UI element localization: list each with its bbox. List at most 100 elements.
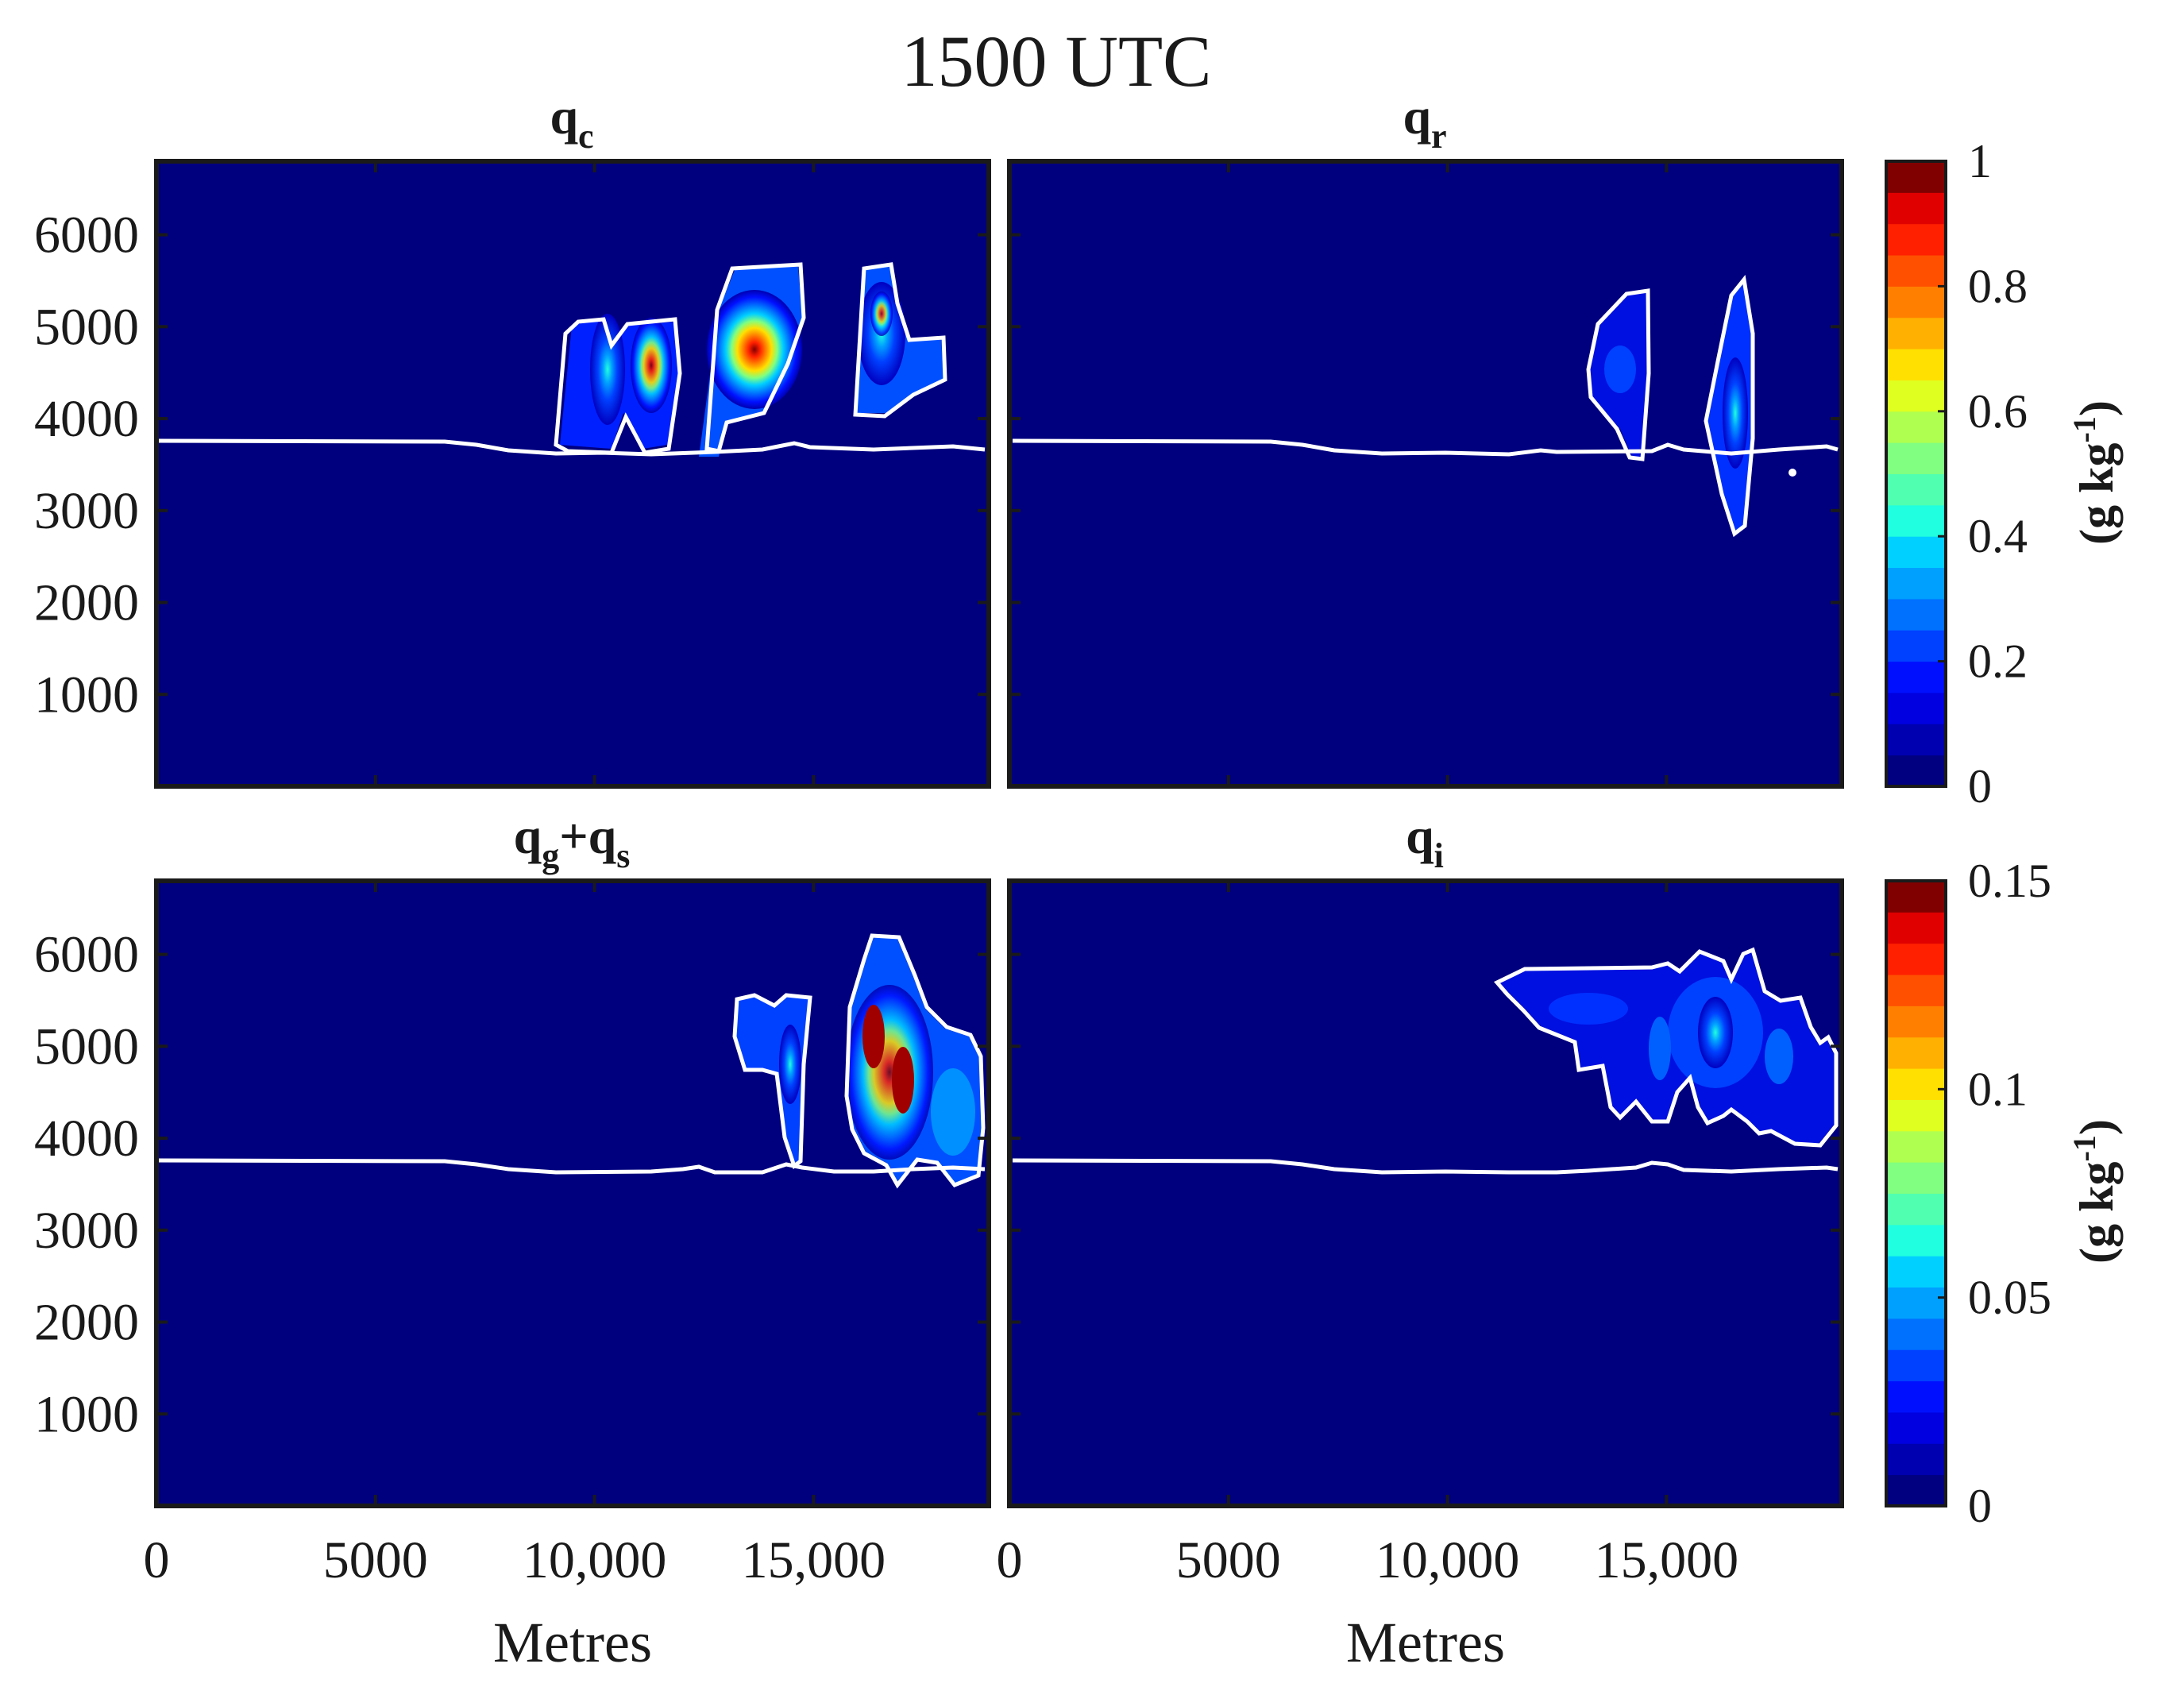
colorbar-top-frame [1885, 160, 1947, 788]
qgqs-melting-line [156, 1158, 986, 1175]
y-tick-label: 5000 [34, 1017, 139, 1075]
panel-title-qg-qs: qg+qs [514, 808, 631, 875]
qi-ice-region [1497, 952, 1835, 1144]
y-tick-label: 6000 [34, 207, 139, 264]
qgqs-ice-cells [736, 937, 982, 1183]
colorbar-bottom-bands [1886, 881, 1946, 1507]
y-tick-label: 2000 [34, 1294, 139, 1352]
panel-qg-qs-background [156, 881, 989, 1506]
x-tick-label: 5000 [323, 1531, 428, 1589]
y-tick-label: 1000 [34, 666, 139, 724]
colorbar-band [1886, 411, 1946, 443]
x-tick-label: 0 [144, 1531, 170, 1589]
colorbar-band [1886, 1256, 1946, 1288]
colorbar-band [1886, 1318, 1946, 1350]
colorbar-band [1886, 349, 1946, 380]
y-tick-label: 2000 [34, 574, 139, 632]
y-tick-label: 3000 [34, 482, 139, 540]
x-tick-label: 5000 [1176, 1531, 1281, 1589]
panel-qi [1007, 878, 1844, 1508]
colorbar-band [1886, 286, 1946, 318]
y-tick-label: 4000 [34, 390, 139, 448]
colorbar-tick-label: 0.8 [1968, 260, 2028, 312]
colorbar-band [1886, 1287, 1946, 1319]
colorbar-band [1886, 1474, 1946, 1507]
colorbar-band [1886, 975, 1946, 1006]
x-tick-label: 10,000 [1376, 1531, 1520, 1589]
colorbar-bottom-label: (g kg-1) [2066, 1119, 2123, 1264]
colorbar-tick-label: 1 [1968, 135, 1992, 187]
y-tick-label: 1000 [34, 1385, 139, 1443]
colorbar-tick-label: 0 [1968, 1480, 1992, 1532]
colorbar-top-bands [1886, 161, 1946, 787]
colorbar-band [1886, 1224, 1946, 1257]
panel-qc [154, 159, 991, 789]
qi-contours [1012, 947, 1839, 1175]
colorbar-band [1886, 692, 1946, 724]
colorbar-tick-label: 0.05 [1968, 1272, 2051, 1324]
y-tick-label: 3000 [34, 1202, 139, 1260]
qc-contours [156, 262, 986, 457]
y-tick-label: 4000 [34, 1110, 139, 1168]
y-tick-label: 5000 [34, 298, 139, 356]
x-axis-label-right: Metres [1346, 1611, 1505, 1674]
x-tick-label: 10,000 [523, 1531, 667, 1589]
panel-qr-background [1009, 161, 1842, 786]
panel-title-qr: qr [1403, 88, 1446, 156]
colorbar-band [1886, 1193, 1946, 1226]
colorbar-band [1886, 442, 1946, 474]
colorbar-tick-label: 0.1 [1968, 1063, 2028, 1115]
panel-qr [1007, 159, 1844, 789]
colorbar-band [1886, 943, 1946, 975]
x-tick-label: 0 [997, 1531, 1023, 1589]
qr-isolated-point [1788, 469, 1796, 477]
axes-layer: 6000 5000 4000 3000 2000 1000 0 5000 10,000 15,00… [34, 161, 1842, 1589]
colorbar-tick-label: 0.15 [1968, 855, 2051, 907]
colorbar-band [1886, 161, 1946, 193]
colorbar-band [1886, 504, 1946, 537]
colorbar-band [1886, 724, 1946, 756]
colorbar-top-ticks: 1 0.8 0.6 0.4 0.2 0 [1938, 135, 2028, 813]
qr-melting-line [1012, 438, 1839, 457]
colorbar-band [1886, 1068, 1946, 1100]
panel-qc-frame [154, 159, 991, 789]
colorbar-band [1886, 223, 1946, 256]
colorbar-band [1886, 567, 1946, 600]
panel-qr-frame [1007, 159, 1844, 789]
colorbar-band [1886, 1130, 1946, 1163]
colorbar-band [1886, 1099, 1946, 1132]
colorbar-band [1886, 755, 1946, 787]
x-tick-label: 15,000 [742, 1531, 886, 1589]
colorbar-top-label: (g kg-1) [2066, 400, 2123, 545]
colorbar-band [1886, 1380, 1946, 1413]
colorbar-band [1886, 630, 1946, 662]
qi-melting-line [1012, 1158, 1839, 1175]
colorbar-tick-label: 0 [1968, 760, 1992, 813]
colorbar-band [1886, 661, 1946, 693]
qr-contours [1012, 275, 1839, 538]
colorbar-band [1886, 317, 1946, 349]
panel-qc-background [156, 161, 989, 786]
colorbar-band [1886, 1006, 1946, 1038]
colorbar-bottom-frame [1885, 879, 1947, 1507]
colorbar-band [1886, 912, 1946, 944]
qc-cloud-cells [560, 266, 943, 457]
y-tick-label: 6000 [34, 926, 139, 984]
qc-melting-line [156, 438, 986, 457]
panel-title-qi: qi [1406, 808, 1444, 875]
colorbar-bottom-ticks: 0.15 0.1 0.05 0 [1938, 855, 2051, 1532]
figure-title: 1500 UTC [901, 21, 1212, 102]
qgqs-contours [156, 933, 986, 1189]
panel-qg-qs [154, 878, 991, 1508]
colorbar-band [1886, 473, 1946, 506]
colorbar-band [1886, 192, 1946, 225]
colorbar-tick-label: 0.6 [1968, 385, 2028, 438]
colorbar-tick-label: 0.4 [1968, 510, 2028, 562]
panel-qi-frame [1007, 878, 1844, 1508]
panel-qg-qs-frame [154, 878, 991, 1508]
colorbar-band [1886, 536, 1946, 569]
x-tick-label: 15,000 [1595, 1531, 1739, 1589]
x-axis-label-left: Metres [493, 1611, 652, 1674]
colorbar-band [1886, 255, 1946, 287]
